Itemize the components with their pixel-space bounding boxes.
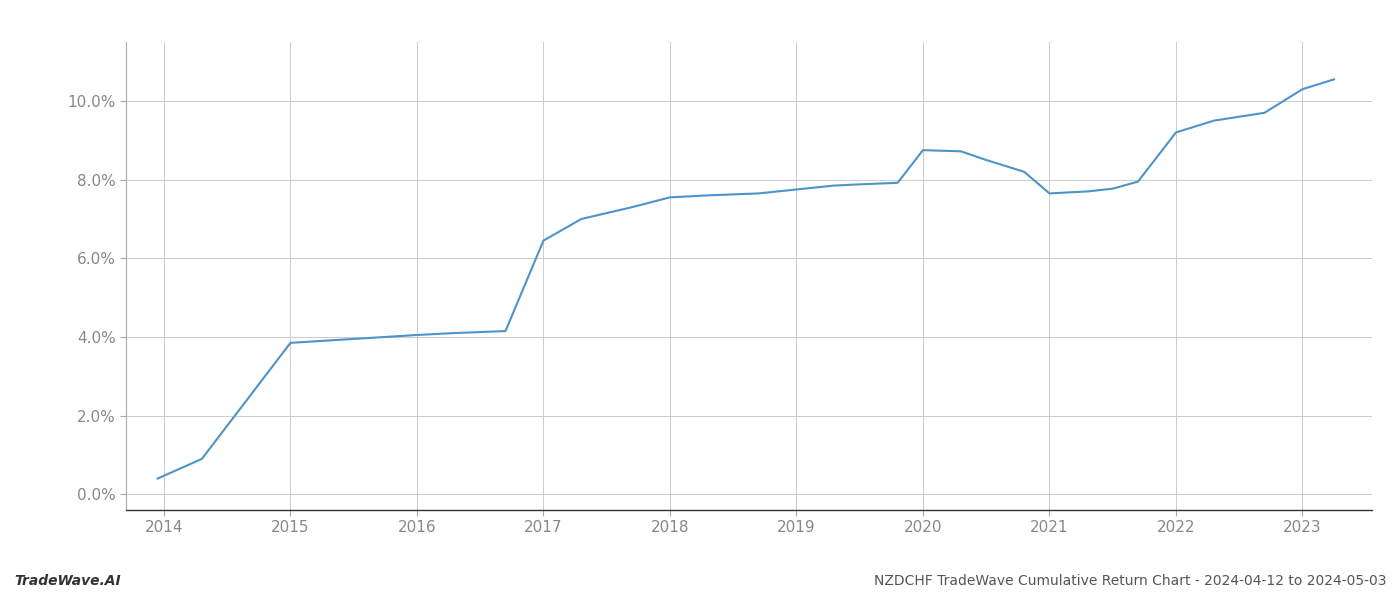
Text: TradeWave.AI: TradeWave.AI [14,574,120,588]
Text: NZDCHF TradeWave Cumulative Return Chart - 2024-04-12 to 2024-05-03: NZDCHF TradeWave Cumulative Return Chart… [874,574,1386,588]
